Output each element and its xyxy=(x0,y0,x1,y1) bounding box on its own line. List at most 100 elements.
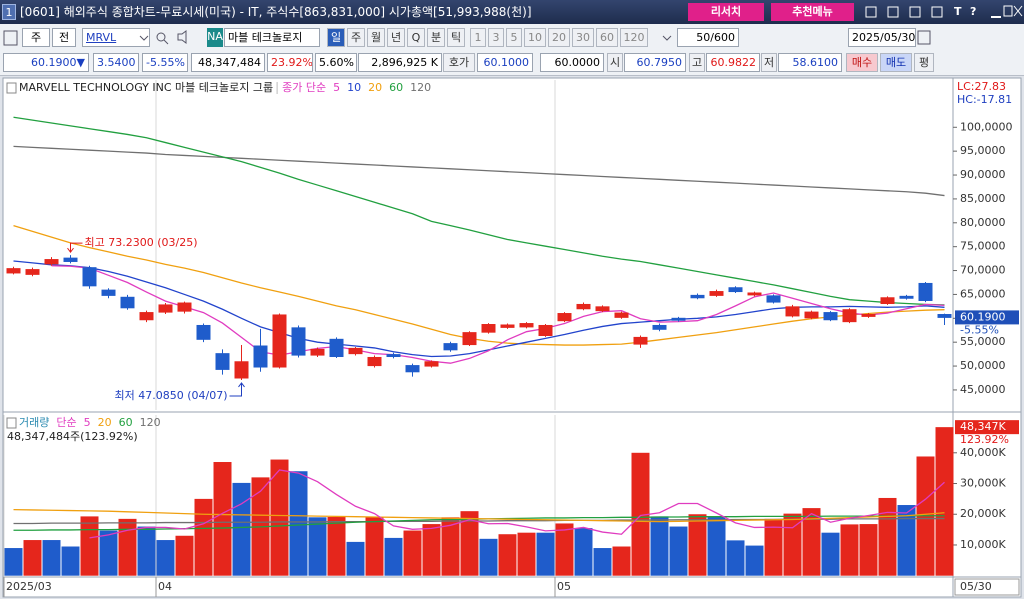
badge: 1 xyxy=(2,4,16,20)
buy-button[interactable]: 매수 xyxy=(846,53,878,72)
help-tool[interactable]: ? xyxy=(970,5,977,18)
x-tick-label: 2025/03 xyxy=(6,580,52,593)
x-tick-label: 04 xyxy=(158,580,172,593)
interval-button[interactable]: 60 xyxy=(596,28,618,47)
candle-body xyxy=(785,306,800,317)
avg-button[interactable]: 평 xyxy=(914,53,934,72)
volume-bar xyxy=(555,523,574,576)
volume-bar xyxy=(270,459,289,576)
period-button[interactable]: 주 xyxy=(347,28,365,47)
y-tick-label: 100,0000 xyxy=(960,120,1013,133)
candle-body xyxy=(880,297,895,305)
volume-bar xyxy=(61,546,80,576)
candle-body xyxy=(519,323,534,328)
interval-button[interactable]: 3 xyxy=(488,28,504,47)
volume-bar xyxy=(669,526,688,576)
quote-pct2: 5.60% xyxy=(315,53,357,72)
y-tick-label: 80,0000 xyxy=(960,216,1006,229)
candle-body xyxy=(823,312,838,321)
ma-line xyxy=(13,225,945,346)
sell-button[interactable]: 매도 xyxy=(880,53,912,72)
candle-body xyxy=(918,282,933,301)
y-tick-label: 70,0000 xyxy=(960,264,1006,277)
volume-bar xyxy=(460,511,479,576)
quote-change-pct: -5.55% xyxy=(142,53,188,72)
interval-button[interactable]: 30 xyxy=(572,28,594,47)
interval-button[interactable]: 5 xyxy=(506,28,522,47)
volume-bar xyxy=(175,535,194,576)
research-button[interactable]: 리서치 xyxy=(688,3,764,21)
candle-body xyxy=(6,268,21,274)
volume-bar xyxy=(4,548,23,576)
candle-body xyxy=(899,295,914,299)
symbol-input[interactable]: MRVL xyxy=(82,28,150,47)
date-input[interactable]: 2025/05/30 xyxy=(848,28,916,47)
legend-item: 5 xyxy=(84,416,91,429)
quote-amount: 2,896,925 K xyxy=(358,53,442,72)
period-button[interactable]: 분 xyxy=(427,28,445,47)
panel-icon xyxy=(6,417,17,429)
period-button[interactable]: 년 xyxy=(387,28,405,47)
interval-button[interactable]: 1 xyxy=(470,28,486,47)
legend-item: 120 xyxy=(410,81,431,94)
y-tick-label: 90,0000 xyxy=(960,168,1006,181)
candle-body xyxy=(652,324,667,330)
quote-high: 60.9822 xyxy=(706,53,760,72)
ma-line xyxy=(13,116,945,306)
candle-body xyxy=(481,324,496,333)
legend-item: 20 xyxy=(368,81,382,94)
recommend-button[interactable]: 추천메뉴 xyxy=(771,3,854,21)
interval-button[interactable]: 10 xyxy=(524,28,546,47)
candle-body xyxy=(937,314,952,318)
volume-bar xyxy=(840,524,859,576)
market-select[interactable]: 주 xyxy=(22,28,50,47)
volume-bar xyxy=(308,517,327,576)
candle-body xyxy=(348,347,363,355)
volume-bar xyxy=(688,514,707,576)
period-button[interactable]: Q xyxy=(407,28,425,47)
volume-bar xyxy=(935,427,954,576)
candle-body xyxy=(177,302,192,312)
volume-summary: 48,347,484주(123.92%) xyxy=(7,430,138,443)
volume-bar xyxy=(42,540,61,576)
volume-bar xyxy=(137,526,156,576)
quote-change: 3.5400 xyxy=(93,53,139,72)
volume-bar xyxy=(897,505,916,576)
candle-body xyxy=(253,345,268,368)
candle-body xyxy=(462,332,477,346)
end-date-box xyxy=(954,578,1020,596)
volume-bar xyxy=(422,524,441,576)
prev-button[interactable]: 전 xyxy=(52,28,76,47)
legend-item: 종가 단순 xyxy=(282,81,326,94)
volume-bar xyxy=(403,530,422,576)
y-tick-label: 65,0000 xyxy=(960,287,1006,300)
volume-bar xyxy=(802,508,821,576)
candle-body xyxy=(690,294,705,299)
period-button[interactable]: 틱 xyxy=(447,28,465,47)
legend-item: 60 xyxy=(389,81,403,94)
name-field: 마블 테크놀로지 xyxy=(224,28,320,47)
candle-body xyxy=(44,259,59,265)
legend-item: 120 xyxy=(140,416,161,429)
period-button[interactable]: 일 xyxy=(327,28,345,47)
quote-open-label: 시 xyxy=(607,53,623,72)
candle-body xyxy=(291,327,306,356)
quote-low: 58.6100 xyxy=(778,53,842,72)
volume-bar xyxy=(384,537,403,576)
count-input[interactable]: 50/600 xyxy=(677,28,739,47)
y-tick-label: 50,0000 xyxy=(960,359,1006,372)
candle-body xyxy=(424,361,439,367)
font-tool[interactable]: T xyxy=(954,5,962,18)
interval-button[interactable]: 20 xyxy=(548,28,570,47)
volume-bar xyxy=(593,548,612,576)
candle-body xyxy=(557,313,572,322)
volume-bar xyxy=(80,516,99,576)
volume-bar xyxy=(916,456,935,576)
volume-bar xyxy=(441,517,460,576)
candle-body xyxy=(196,324,211,340)
period-button[interactable]: 월 xyxy=(367,28,385,47)
na-badge: NA xyxy=(207,28,223,47)
interval-button[interactable]: 120 xyxy=(620,28,648,47)
volume-bar xyxy=(745,545,764,576)
